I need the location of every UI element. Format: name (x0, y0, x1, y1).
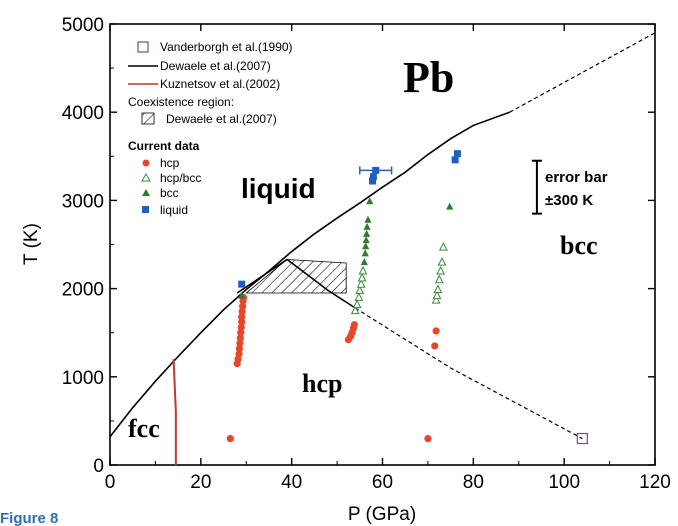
data-point-hcp (238, 313, 246, 321)
y-tick-label: 0 (93, 456, 104, 477)
error-bar-label-2: ±300 K (545, 192, 593, 209)
data-point-hcp (237, 323, 245, 332)
data-points (226, 150, 588, 445)
phase-label-bcc: bcc (560, 231, 598, 260)
data-point-hcp (431, 342, 439, 350)
data-point-hcp-bcc (437, 257, 447, 266)
data-point-bcc (364, 215, 372, 223)
x-tick-label: 100 (548, 472, 580, 493)
legend-marker-hcp-bcc (141, 172, 151, 182)
data-point-bcc (360, 258, 368, 266)
data-point-hcp-bcc (436, 265, 446, 275)
data-point-liquid (369, 173, 377, 181)
legend: Vanderborgh et al.(1990) Dewaele et al.(… (128, 40, 293, 217)
data-point-hcp-bcc (434, 274, 444, 284)
data-point-hcp (239, 302, 247, 310)
data-point-hcp-bcc (350, 305, 360, 315)
legend-hcp: hcp (160, 156, 180, 170)
data-point-hcp (235, 344, 244, 353)
x-tick-label: 0 (105, 472, 116, 493)
figure-caption: Figure 8 (0, 510, 58, 526)
data-point-hcp-bcc (438, 242, 448, 251)
axis-ticks (109, 23, 656, 466)
data-point-liquid (453, 150, 461, 158)
melting-line-extrapolated (509, 32, 656, 113)
data-point-hcp-bcc (357, 272, 367, 282)
phase-label-liquid: liquid (241, 173, 316, 204)
y-tick-label: 4000 (62, 103, 104, 124)
error-bar-indicator: error bar ±300 K (531, 159, 608, 215)
element-label: Pb (403, 53, 454, 102)
data-point-liquid (369, 177, 377, 185)
y-tick-labels: 0 1000 2000 3000 4000 5000 (62, 15, 104, 477)
y-tick-label: 5000 (62, 15, 104, 36)
data-point-hcp (350, 321, 358, 329)
data-point-hcp (432, 327, 440, 335)
data-point-hcp (236, 334, 244, 342)
legend-current-title: Current data (128, 139, 200, 153)
data-point-bcc (366, 197, 374, 205)
phase-label-fcc: fcc (128, 414, 160, 443)
phase-lines (109, 32, 656, 465)
data-point-bcc (362, 236, 370, 244)
data-point-bcc (238, 291, 246, 299)
data-point-bcc (362, 242, 370, 250)
x-tick-labels: 0 20 40 60 80 100 120 (105, 472, 671, 493)
legend-marker-vanderborgh (137, 41, 149, 53)
data-point-vanderborgh (576, 432, 588, 445)
fcc-hcp-boundary (172, 359, 177, 465)
data-point-hcp-bcc (358, 265, 368, 275)
legend-hcp-bcc: hcp/bcc (160, 171, 201, 185)
data-point-liquid (238, 280, 246, 288)
data-point-bcc (363, 222, 371, 230)
data-point-hcp (236, 339, 244, 347)
data-point-bcc (361, 249, 369, 257)
x-tick-label: 120 (639, 472, 671, 493)
y-axis-title: T (K) (21, 223, 42, 265)
data-point-hcp (238, 318, 246, 326)
legend-kuznetsov: Kuznetsov et al.(2002) (160, 77, 280, 91)
legend-bcc: bcc (160, 186, 179, 200)
data-point-hcp-bcc (355, 285, 365, 294)
data-point-hcp-bcc (432, 290, 442, 300)
legend-marker-hcp (142, 159, 150, 167)
data-point-bcc (363, 229, 371, 237)
x-tick-label: 80 (463, 472, 484, 493)
data-point-hcp (237, 329, 245, 337)
data-point-hcp-bcc (431, 294, 441, 304)
data-point-hcp (234, 355, 242, 363)
legend-marker-liquid (142, 206, 149, 213)
data-point-hcp-bcc (356, 279, 366, 288)
legend-vanderborgh: Vanderborgh et al.(1990) (160, 40, 293, 54)
hcp-bcc-boundary (236, 258, 356, 309)
legend-marker-bcc (142, 189, 150, 196)
hcp-bcc-boundary-extrapolated (354, 307, 583, 440)
legend-marker-coexistence (141, 112, 155, 125)
legend-coexistence: Dewaele et al.(2007) (166, 112, 277, 126)
legend-liquid: liquid (160, 203, 188, 217)
data-point-hcp (235, 350, 243, 358)
data-point-hcp-bcc (433, 284, 443, 293)
legend-coexistence-title: Coexistence region: (128, 95, 234, 109)
x-axis-title: P (GPa) (348, 504, 416, 525)
y-tick-label: 1000 (62, 368, 104, 389)
data-point-hcp (226, 434, 234, 443)
data-point-hcp-bcc (352, 299, 362, 308)
x-tick-label: 60 (372, 472, 393, 493)
data-point-bcc (446, 202, 454, 210)
data-point-hcp (238, 307, 246, 316)
x-tick-label: 20 (190, 472, 211, 493)
phase-label-hcp: hcp (302, 369, 342, 398)
y-tick-label: 3000 (62, 191, 104, 212)
legend-dewaele: Dewaele et al.(2007) (160, 59, 271, 73)
data-point-hcp (424, 434, 432, 443)
error-bar-label-1: error bar (545, 169, 608, 186)
data-point-liquid (451, 156, 459, 164)
x-tick-label: 40 (281, 472, 302, 493)
y-tick-label: 2000 (62, 280, 104, 301)
data-point-hcp-bcc (354, 292, 364, 301)
